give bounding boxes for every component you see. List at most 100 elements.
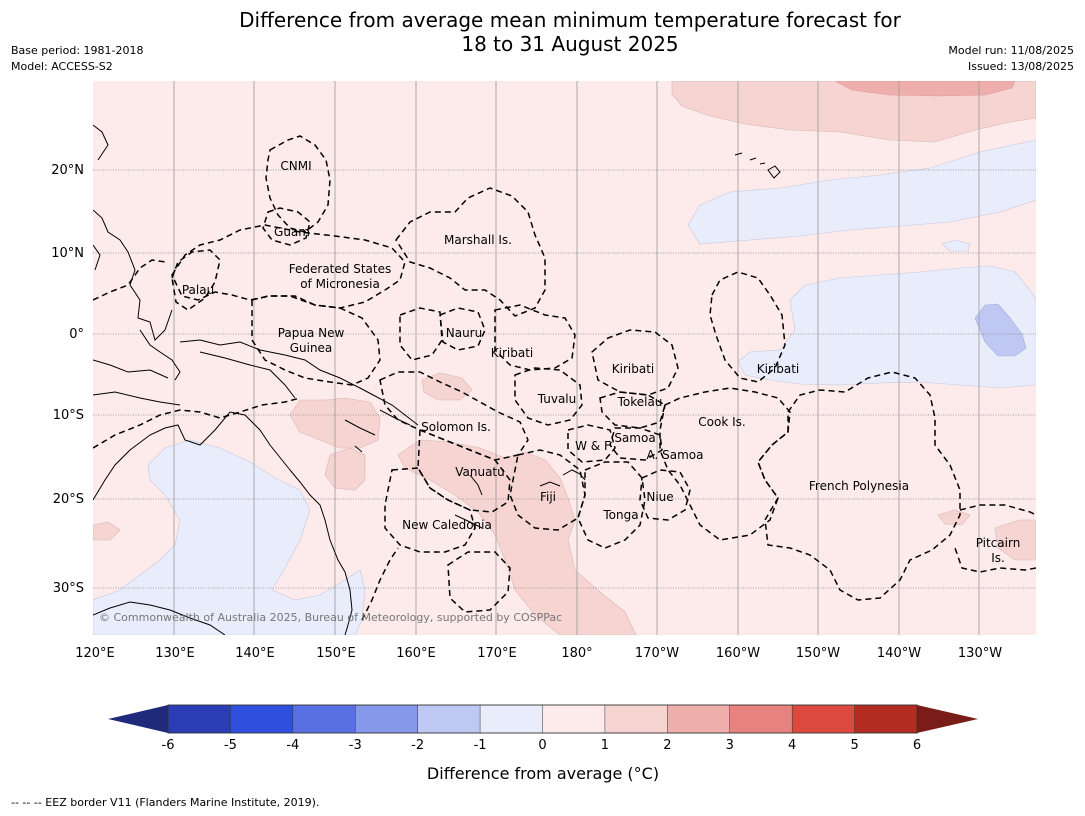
- y-tick-label: 20°S: [53, 492, 84, 507]
- label-cook: Cook Is.: [698, 415, 745, 429]
- warm-anomaly-polynesia: [937, 509, 971, 526]
- meta-right: Model run: 11/08/2025 Issued: 13/08/2025: [948, 43, 1074, 75]
- label-tokelau: Tokelau: [617, 395, 663, 409]
- eez-wf: [567, 424, 616, 463]
- label-fsm-2: of Micronesia: [300, 277, 380, 291]
- eez-cook: [659, 387, 791, 541]
- eez-pitcairn: [954, 504, 1036, 573]
- cool-anomaly-australia: [93, 439, 366, 635]
- eez-norfolk: [447, 551, 511, 613]
- eez-australia: [93, 397, 399, 621]
- x-tick-label: 150°E: [316, 646, 356, 661]
- colorbar-tick-label: -3: [349, 738, 362, 753]
- warm-anomaly-north-core: [834, 81, 1016, 97]
- eez-kiribati-gilbert: [494, 304, 576, 371]
- eez-samoa: [609, 427, 663, 461]
- label-guam: Guam: [274, 225, 310, 239]
- label-kiribati-phoenix: Kiribati: [612, 362, 654, 376]
- base-period: Base period: 1981-2018: [11, 44, 144, 57]
- colorbar-cell: [542, 704, 606, 734]
- y-tick-label: 10°S: [53, 408, 84, 423]
- colorbar-cell: [230, 704, 294, 734]
- parallel-lines: [93, 169, 1036, 589]
- label-png-2: Guinea: [290, 341, 333, 355]
- eez-niue: [639, 469, 691, 521]
- eez-tonga: [577, 461, 646, 549]
- label-french-polynesia: French Polynesia: [809, 479, 909, 493]
- y-tick-label: 0°: [69, 327, 84, 342]
- y-axis-labels: 20°N 10°N 0° 10°S 20°S 30°S: [51, 163, 84, 596]
- eez-footnote: -- -- -- EEZ border V11 (Flanders Marine…: [11, 796, 320, 809]
- label-vanuatu: Vanuatu: [455, 465, 505, 479]
- colorbar-tick-label: -5: [224, 738, 237, 753]
- x-axis-labels: 120°E 130°E 140°E 150°E 160°E 170°E 180°…: [75, 646, 1002, 661]
- colorbar-cells: [167, 704, 918, 734]
- colorbar-ticks: -6 -5 -4 -3 -2 -1 0 1 2 3 4 5 6: [162, 738, 922, 753]
- label-samoa: Samoa: [614, 431, 655, 445]
- cool-anomaly-small: [941, 239, 971, 252]
- x-tick-label: 140°E: [235, 646, 275, 661]
- model-name: Model: ACCESS-S2: [11, 60, 113, 73]
- map-title: Difference from average mean minimum tem…: [0, 8, 1085, 56]
- label-nauru: Nauru: [446, 326, 482, 340]
- y-tick-label: 20°N: [51, 163, 84, 178]
- coastlines: [93, 124, 781, 635]
- title-line-1: Difference from average mean minimum tem…: [239, 8, 901, 32]
- colorbar-tick-label: -4: [286, 738, 299, 753]
- x-tick-label: 140°W: [877, 646, 921, 661]
- x-tick-label: 150°W: [796, 646, 840, 661]
- label-kiribati-gilbert: Kiribati: [491, 346, 533, 360]
- eez-cnmi: [265, 135, 331, 233]
- eez-west: [93, 259, 166, 301]
- colorbar-tick-label: -6: [162, 738, 175, 753]
- colorbar-arrow-left: [108, 705, 168, 733]
- label-wf: W & F: [575, 439, 611, 453]
- map-panel: CNMI Guam Marshall Is. Federated States …: [93, 81, 1036, 635]
- label-american-samoa: A. Samoa: [647, 448, 704, 462]
- x-tick-label: 160°E: [396, 646, 436, 661]
- label-palau: Palau: [182, 283, 214, 297]
- cool-anomaly-northeast: [687, 139, 1036, 245]
- colorbar-frame: [167, 704, 918, 734]
- colorbar-tick-label: 0: [538, 738, 546, 753]
- colorbar-tick-label: 2: [663, 738, 671, 753]
- label-niue: Niue: [646, 490, 673, 504]
- colorbar-cell: [292, 704, 357, 734]
- warm-anomaly-north: [671, 81, 1036, 143]
- cool-anomaly-core: [974, 303, 1027, 357]
- region-labels: CNMI Guam Marshall Is. Federated States …: [182, 159, 1020, 565]
- colorbar-tick-label: -2: [411, 738, 424, 753]
- meridian-lines: [173, 81, 980, 635]
- eez-marshall: [395, 187, 546, 317]
- colorbar-cell: [729, 704, 793, 734]
- eez-kiribati-line: [709, 271, 786, 383]
- eez-fiji: [509, 449, 586, 531]
- colorbar: -6 -5 -4 -3 -2 -1 0 1 2 3 4 5 6 Difference from aver…: [108, 704, 978, 783]
- eez-fsm: [171, 224, 406, 309]
- label-pitcairn-2: Is.: [991, 551, 1005, 565]
- issued-date: Issued: 13/08/2025: [967, 60, 1074, 73]
- eez-kiribati-phoenix: [591, 329, 679, 396]
- label-solomon: Solomon Is.: [421, 420, 491, 434]
- warm-anomaly-pitcairn: [994, 519, 1036, 561]
- x-tick-label: 170°W: [635, 646, 679, 661]
- colorbar-tick-label: 5: [850, 738, 858, 753]
- title-line-2: 18 to 31 August 2025: [461, 32, 679, 56]
- label-fiji: Fiji: [540, 490, 556, 504]
- colorbar-cell: [417, 704, 481, 734]
- colorbar-cell: [604, 704, 669, 734]
- x-tick-label: 120°E: [75, 646, 115, 661]
- eez-nauru: [439, 307, 486, 351]
- model-run: Model run: 11/08/2025: [948, 44, 1074, 57]
- label-cnmi: CNMI: [280, 159, 311, 173]
- label-kiribati-line: Kiribati: [757, 362, 799, 376]
- eez-tuvalu: [514, 367, 583, 426]
- colorbar-cell: [667, 704, 731, 734]
- eez-palau: [171, 249, 221, 311]
- copyright-notice: © Commonwealth of Australia 2025, Bureau…: [99, 611, 562, 624]
- x-tick-label: 160°W: [716, 646, 760, 661]
- eez-tokelau: [599, 391, 666, 429]
- colorbar-tick-label: 4: [788, 738, 796, 753]
- x-tick-label: 130°E: [155, 646, 195, 661]
